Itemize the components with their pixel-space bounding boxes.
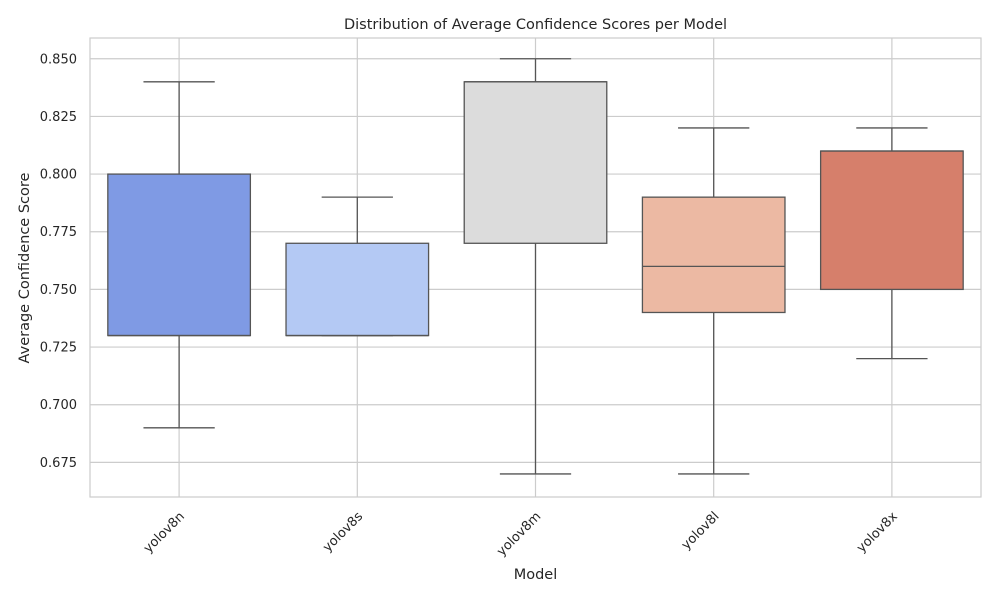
- y-tick-label: 0.750: [40, 283, 77, 298]
- chart-title: Distribution of Average Confidence Score…: [344, 17, 727, 33]
- plot-frame: [89, 37, 982, 498]
- box-yolov8n: [107, 81, 252, 429]
- box-yolov8x: [819, 127, 964, 360]
- x-axis-label: Model: [514, 567, 558, 583]
- y-tick-label: 0.675: [40, 456, 77, 471]
- iqr-box: [641, 196, 786, 314]
- y-tick-label: 0.800: [40, 168, 77, 183]
- box-yolov8s: [285, 196, 430, 337]
- box-yolov8l: [641, 127, 786, 475]
- iqr-box: [285, 242, 430, 337]
- y-tick-label: 0.700: [40, 398, 77, 413]
- y-axis-label: Average Confidence Score: [17, 172, 33, 363]
- iqr-box: [819, 150, 964, 291]
- y-tick-labels: 0.675 0.700 0.725 0.750 0.775 0.800 0.825 0.850: [40, 52, 77, 471]
- y-tick-label: 0.775: [40, 225, 77, 240]
- iqr-box: [463, 81, 608, 244]
- y-tick-label: 0.825: [40, 110, 77, 125]
- box-yolov8m: [463, 58, 608, 475]
- y-tick-label: 0.725: [40, 341, 77, 356]
- box-series: [107, 58, 964, 475]
- iqr-box: [107, 173, 252, 337]
- y-tick-label: 0.850: [40, 52, 77, 67]
